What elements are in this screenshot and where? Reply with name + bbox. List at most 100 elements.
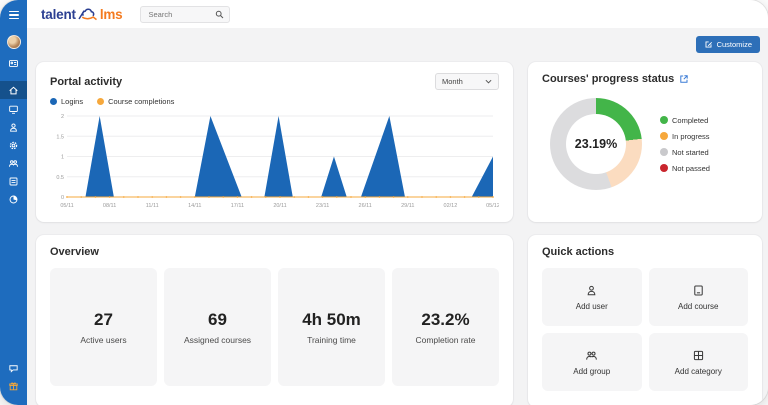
sidebar-item-messages[interactable] (0, 360, 27, 376)
svg-text:26/11: 26/11 (359, 203, 372, 209)
stat-label: Training time (307, 334, 356, 345)
svg-text:11/11: 11/11 (146, 203, 159, 209)
sidebar-item-statistics[interactable] (0, 191, 27, 207)
user-avatar[interactable] (6, 35, 21, 49)
sidebar-item-profile-card[interactable] (0, 55, 27, 71)
svg-text:17/11: 17/11 (231, 203, 244, 209)
action-label: Add user (575, 301, 608, 311)
search-icon[interactable] (215, 10, 224, 19)
svg-text:14/11: 14/11 (188, 203, 201, 209)
svg-text:08/11: 08/11 (103, 203, 116, 209)
svg-text:1.5: 1.5 (56, 134, 64, 140)
reports-icon (8, 176, 19, 187)
cloud-icon (76, 7, 100, 21)
add-category-button[interactable]: Add category (648, 333, 748, 391)
svg-text:05/12: 05/12 (486, 203, 499, 209)
progress-center-value: 23.19% (574, 137, 618, 151)
app-logo[interactable]: talent lms (41, 6, 123, 22)
quick-actions-grid: Add user Add course Add group Add category (542, 268, 748, 391)
action-label: Add category (674, 366, 722, 376)
sidebar-item-courses[interactable] (0, 101, 27, 117)
action-label: Add course (678, 301, 719, 311)
sidebar-nav (0, 80, 27, 208)
sidebar-item-gift[interactable] (0, 378, 27, 394)
settings-icon (8, 140, 19, 151)
add-user-button[interactable]: Add user (542, 268, 642, 326)
logo-lms-text: lms (99, 6, 123, 22)
period-chevron-icon (485, 79, 492, 84)
legend-item-completed: Completed (660, 116, 710, 125)
topbar: talent lms (27, 0, 768, 28)
portal-activity-card: Portal activity Month Logins Course compl… (36, 62, 513, 222)
legend-dot (660, 132, 668, 140)
profile-card-icon (8, 58, 19, 69)
overview-stats: 27 Active users 69 Assigned courses 4h 50m Tr… (50, 268, 499, 386)
stat-tile-completion-rate: 23.2% Completion rate (392, 268, 499, 386)
statistics-icon (8, 194, 19, 205)
portal-activity-chart: 0 0.5 1 1.5 2 05/11 08/11 11/11 14/11 17/11 20/11 2… (56, 114, 499, 209)
customize-label: Customize (716, 40, 752, 49)
sidebar-item-settings[interactable] (0, 137, 27, 153)
legend-dot (660, 148, 668, 156)
stat-label: Active users (80, 334, 127, 345)
stat-value: 4h 50m (302, 309, 361, 329)
search-box[interactable] (140, 5, 231, 23)
legend-item-course-completions: Course completions (97, 97, 174, 106)
legend-label: Completed (672, 115, 709, 125)
sidebar-item-users[interactable] (0, 119, 27, 135)
svg-text:05/11: 05/11 (60, 203, 73, 209)
stat-label: Completion rate (415, 334, 476, 345)
overview-title: Overview (50, 246, 99, 258)
courses-icon (8, 104, 19, 115)
progress-status-card: Courses' progress status 23.19% Complete… (528, 62, 762, 222)
action-label: Add group (573, 366, 611, 376)
svg-text:2: 2 (61, 114, 64, 120)
groups-icon (8, 158, 19, 169)
legend-item-logins: Logins (50, 97, 83, 106)
legend-label: Not passed (672, 163, 710, 173)
legend-dot (660, 164, 668, 172)
stat-value: 27 (94, 309, 113, 329)
group-add-icon (585, 349, 598, 362)
legend-dot (97, 98, 105, 105)
overview-card: Overview 27 Active users 69 Assigned course… (36, 235, 513, 405)
users-icon (8, 122, 19, 133)
logo-talent-text: talent (41, 6, 76, 22)
portal-activity-legend: Logins Course completions (50, 97, 499, 106)
period-select-value: Month (442, 77, 463, 86)
svg-text:23/11: 23/11 (316, 203, 329, 209)
legend-item-not-passed: Not passed (660, 164, 710, 173)
legend-label: In progress (672, 131, 710, 141)
dashboard: Customize Portal activity Month Logins Co… (27, 28, 768, 405)
stat-tile-active-users: 27 Active users (50, 268, 157, 386)
menu-toggle-button[interactable] (0, 7, 27, 23)
progress-status-title: Courses' progress status (542, 73, 675, 85)
progress-status-legend: Completed In progress Not started Not passe… (660, 116, 710, 173)
svg-text:29/11: 29/11 (401, 203, 414, 209)
sidebar-item-groups[interactable] (0, 155, 27, 171)
external-link-icon[interactable] (679, 74, 689, 84)
menu-icon (8, 10, 19, 20)
customize-icon (704, 40, 713, 49)
customize-button[interactable]: Customize (695, 36, 760, 53)
search-input[interactable] (146, 8, 216, 20)
svg-text:20/11: 20/11 (273, 203, 286, 209)
add-group-button[interactable]: Add group (542, 333, 642, 391)
course-add-icon (692, 284, 705, 297)
sidebar-item-home[interactable] (0, 81, 27, 99)
add-course-button[interactable]: Add course (648, 268, 748, 326)
category-add-icon (692, 349, 705, 362)
stat-tile-training-time: 4h 50m Training time (278, 268, 385, 386)
svg-text:0.5: 0.5 (56, 175, 64, 181)
stat-value: 69 (208, 309, 227, 329)
home-icon (8, 85, 19, 96)
gift-icon (8, 381, 19, 392)
sidebar-item-reports[interactable] (0, 173, 27, 189)
svg-text:02/12: 02/12 (444, 203, 458, 209)
progress-donut-chart: 23.19% (550, 98, 642, 190)
period-select[interactable]: Month (435, 73, 499, 90)
quick-actions-card: Quick actions Add user Add course Add grou… (528, 235, 762, 405)
quick-actions-title: Quick actions (542, 246, 615, 258)
user-add-icon (585, 284, 598, 297)
